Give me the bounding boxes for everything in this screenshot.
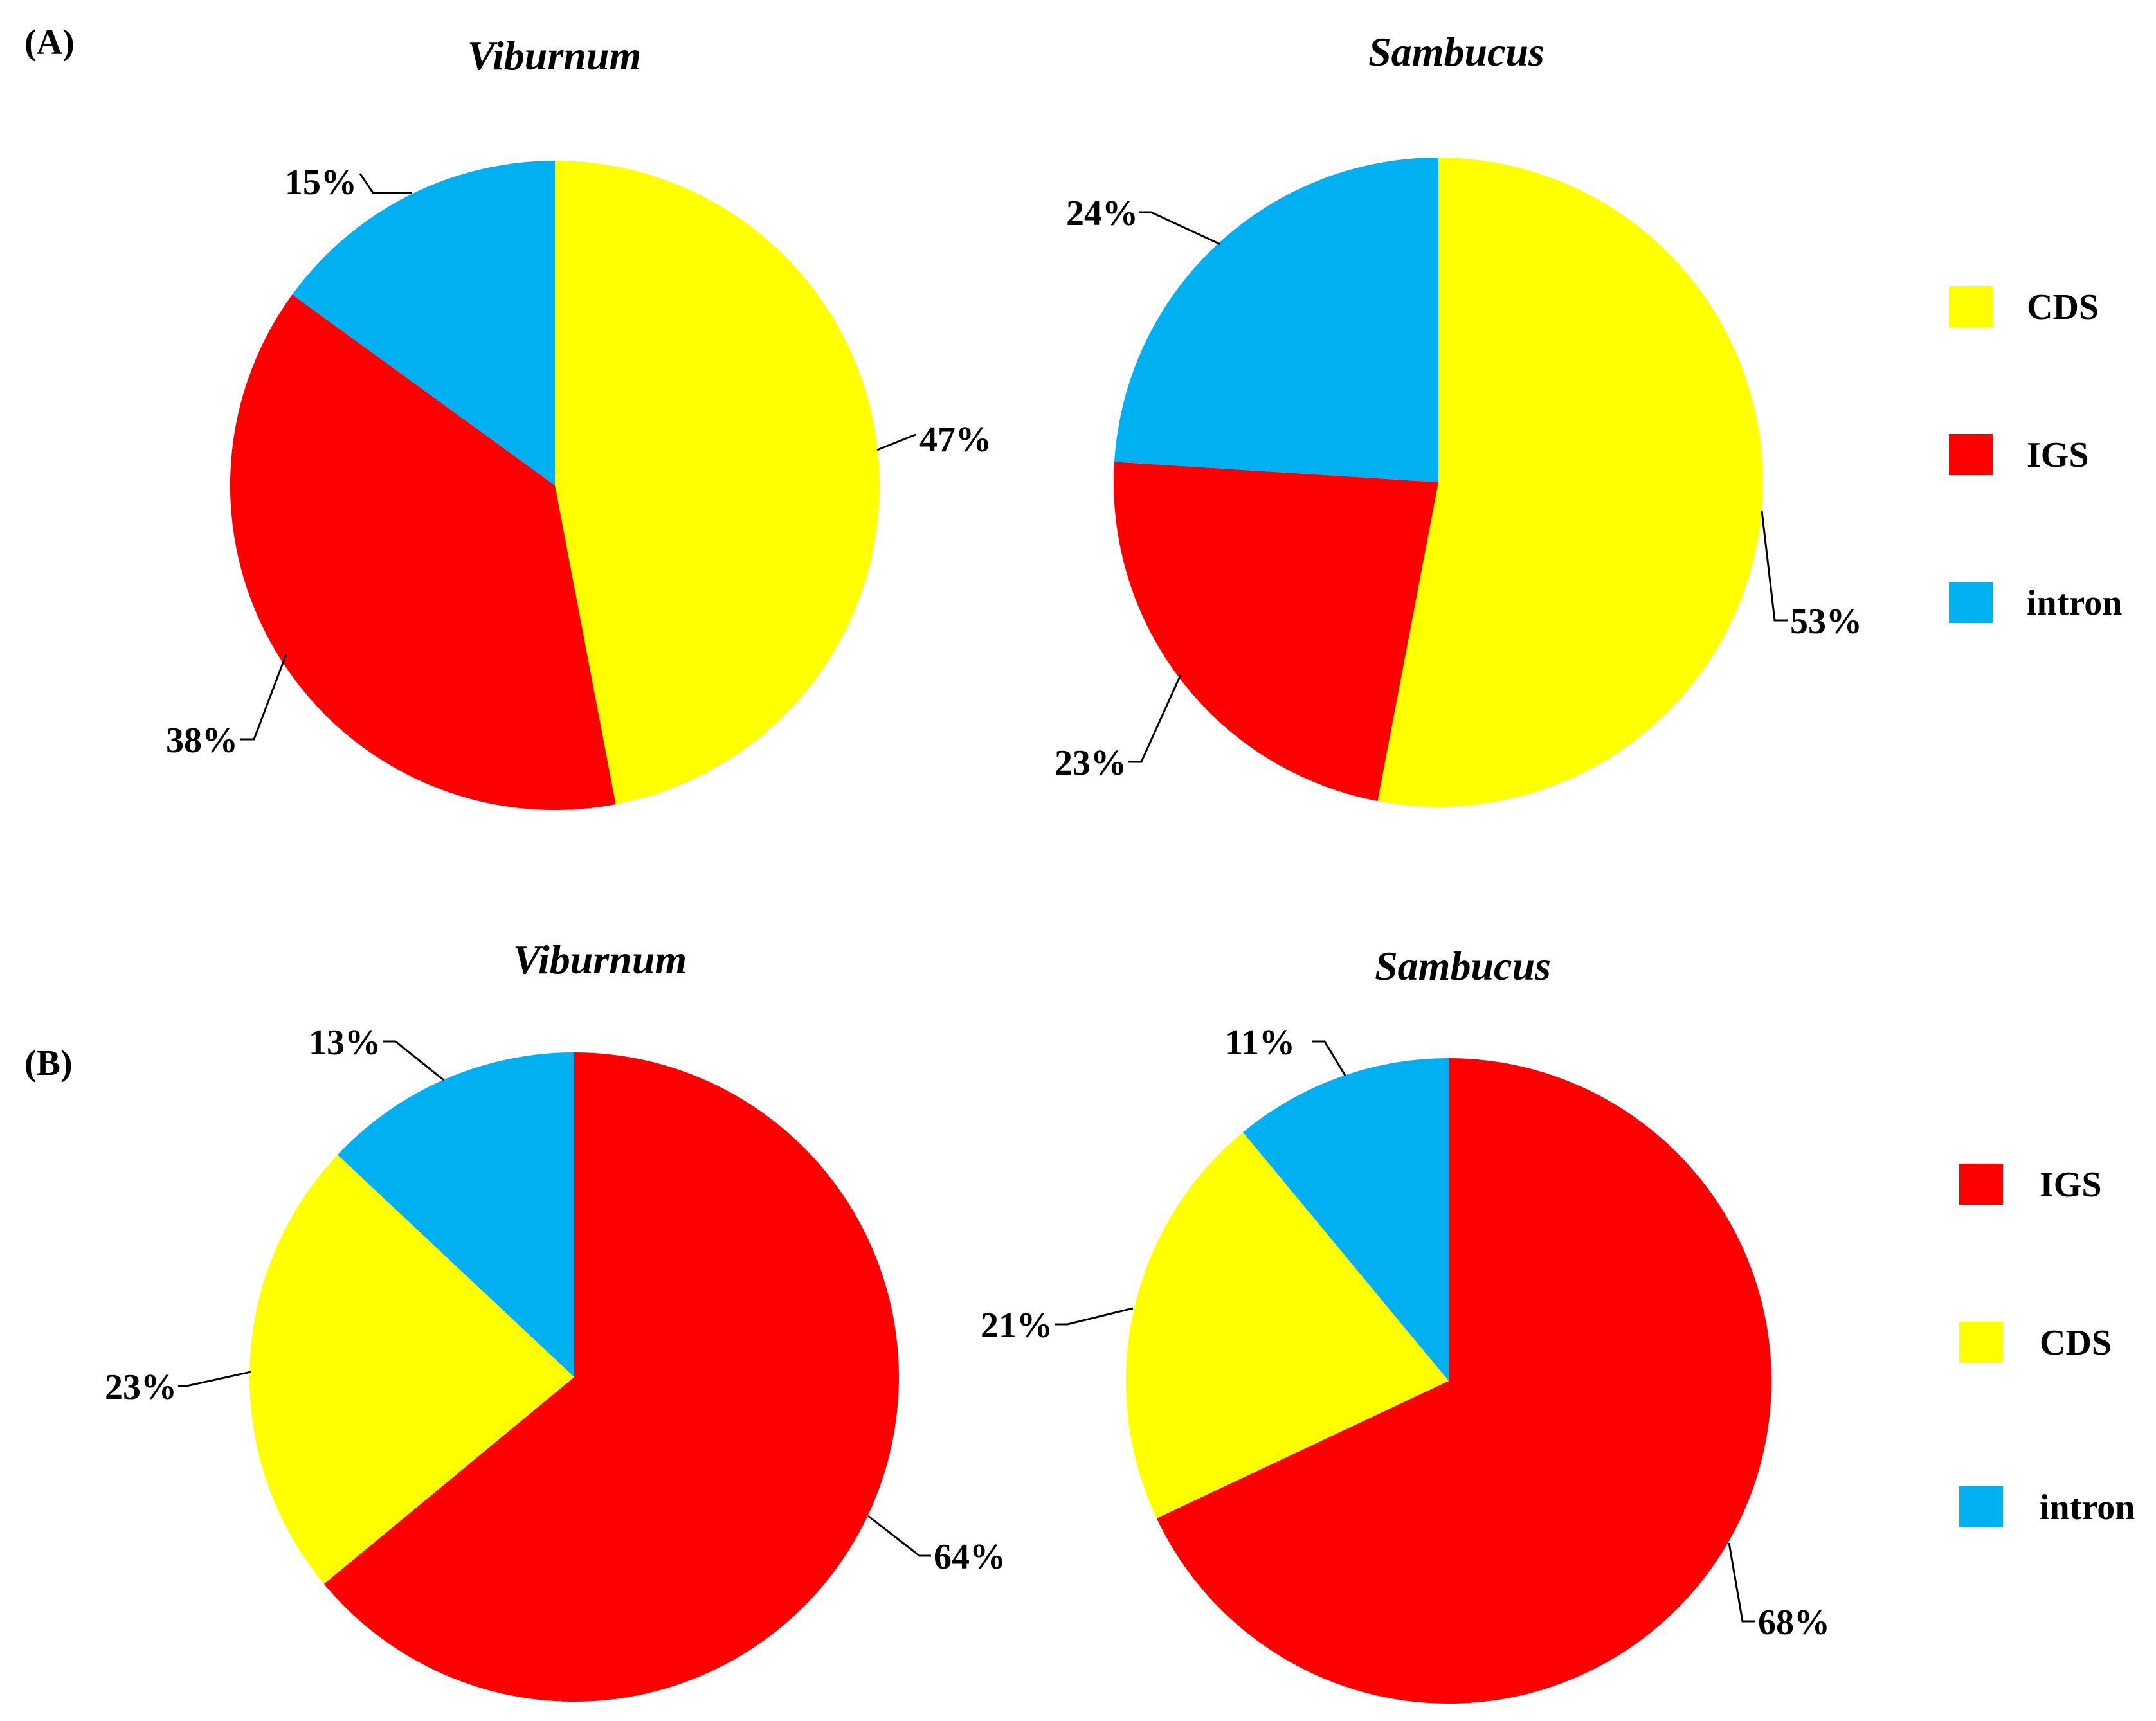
leader-line [240,654,287,741]
leader-line [1728,1542,1755,1623]
data-label: 47% [919,420,992,460]
data-label: 24% [1066,194,1138,233]
chart-title-a-viburnum: Viburnum [467,33,641,78]
pie-slice-intron [292,161,555,485]
leader-line [1055,1307,1134,1326]
data-label: 23% [105,1367,177,1407]
chart-title-b-viburnum: Viburnum [513,937,687,982]
pie-chart: 68% 21% 11% [981,1023,1830,1704]
data-label: 64% [934,1537,1006,1577]
leader-line [178,1371,251,1387]
data-label: 23% [1055,743,1127,783]
legend-swatch [1959,1322,2003,1363]
leader-line [1312,1040,1346,1076]
legend-label: CDS [2040,1323,2112,1363]
chart-title-a-sambucus: Sambucus [1368,29,1545,75]
legend-b: IGS CDS intron [1959,1164,2135,1527]
pie-slice-cds [249,1155,574,1584]
pie-chart: 64% 23% 13% [105,1023,1006,1702]
pie-charts: 47% 38% 15% 53% 23% 24% 64% 23% 13% 68% 21% 11% [105,158,1862,1704]
data-label: 53% [1790,602,1862,642]
leader-line [1139,211,1221,246]
pie-slice-intron [1243,1058,1449,1381]
pie-slice-intron [337,1052,574,1377]
panel-label-a: (A) [24,23,75,62]
data-label: 68% [1758,1603,1830,1643]
pie-slice-cds [1377,158,1763,807]
legend-label: CDS [2027,287,2099,327]
data-label: 38% [166,721,238,761]
pie-slice-igs [323,1052,900,1702]
leader-line [1128,674,1182,763]
pie-slice-cds [1126,1132,1449,1518]
chart-title-b-sambucus: Sambucus [1375,943,1551,989]
pie-chart: 47% 38% 15% [166,160,992,811]
pie-chart: 53% 23% 24% [1055,158,1862,807]
legend-label: intron [2040,1488,2135,1527]
leader-line [867,1515,931,1557]
data-label: 13% [309,1023,381,1063]
legend-swatch [1949,286,1993,327]
legend-label: IGS [2027,435,2089,475]
data-label: 11% [1225,1023,1295,1063]
leader-line [1761,510,1788,622]
leader-line [876,433,916,451]
legend-swatch [1949,582,1993,623]
data-label: 21% [981,1306,1053,1346]
panel-label-b: (B) [24,1043,73,1083]
leader-line [383,1040,444,1081]
legend-label: IGS [2040,1165,2102,1205]
pie-slice-igs [1156,1058,1772,1704]
legend-label: intron [2027,583,2122,623]
pie-slice-intron [1114,158,1438,482]
legend-swatch [1949,434,1993,475]
pie-slice-cds [555,160,880,805]
pie-slice-igs [230,294,616,811]
data-label: 15% [285,163,357,203]
legend-swatch [1959,1164,2003,1205]
pie-slice-igs [1114,462,1438,802]
leader-line [359,173,412,194]
legend-a: CDS IGS intron [1949,286,2122,623]
legend-swatch [1959,1486,2003,1527]
